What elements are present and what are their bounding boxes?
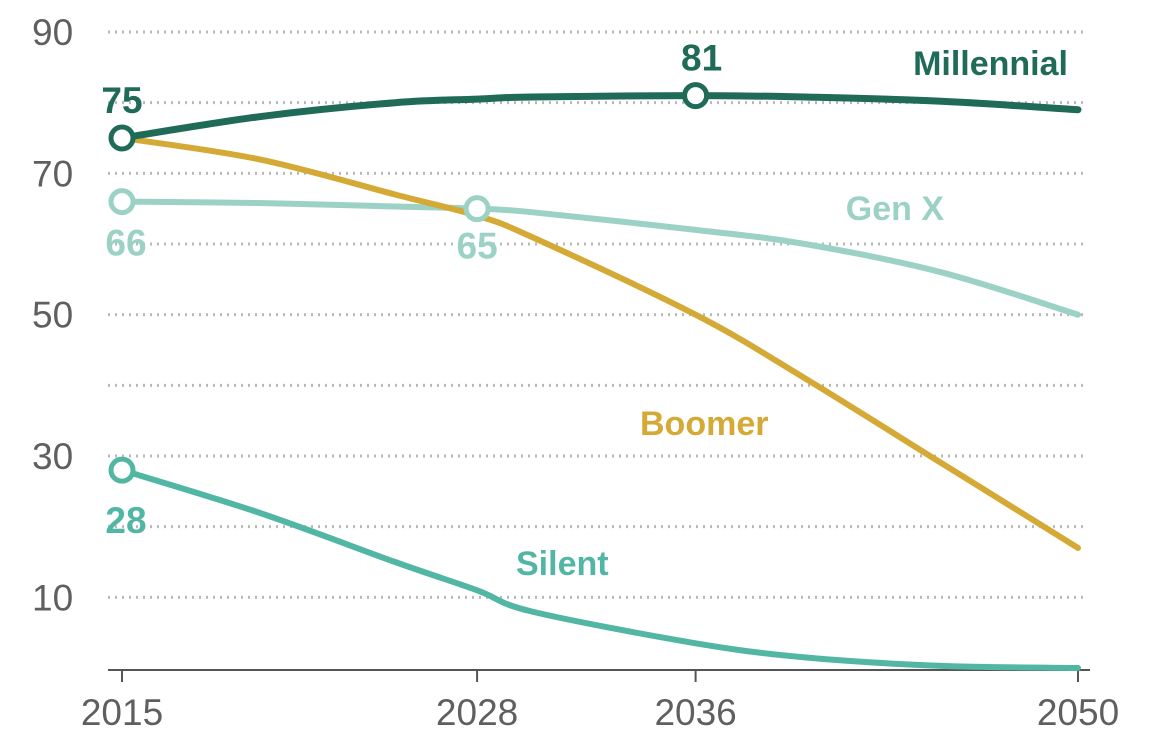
- x-axis: 2015 2028 2036 2050: [81, 669, 1119, 733]
- x-tick-label: 2015: [81, 692, 163, 733]
- y-tick-label: 50: [32, 295, 73, 336]
- point-value-label: 75: [101, 80, 142, 121]
- x-tick-label: 2036: [654, 692, 736, 733]
- point-value-label: 65: [457, 226, 498, 267]
- series-label-gen-x: Gen X: [846, 190, 945, 228]
- point-marker: [108, 124, 136, 152]
- y-tick-label: 70: [32, 153, 73, 194]
- y-tick-label: 10: [32, 577, 73, 618]
- series-line-silent: [119, 467, 1081, 671]
- point-marker: [682, 82, 710, 110]
- grid-lines: [108, 30, 1085, 599]
- y-axis-ticks: 90 70 50 30 10: [32, 12, 73, 618]
- y-tick-label: 90: [32, 12, 73, 53]
- point-marker: [108, 188, 136, 216]
- x-tick-label: 2050: [1037, 692, 1119, 733]
- series-line-boomer: [119, 135, 1081, 551]
- y-tick-label: 30: [32, 436, 73, 477]
- point-value-label: 81: [681, 38, 722, 79]
- point-value-label: 66: [105, 223, 146, 264]
- series-label-millennial: Millennial: [913, 45, 1068, 83]
- series-line-gen-x: [119, 198, 1081, 318]
- point-value-label: 28: [105, 500, 146, 541]
- series-line-millennial: [118, 92, 1082, 142]
- x-tick-label: 2028: [436, 692, 518, 733]
- series-lines: [118, 92, 1082, 671]
- series-label-boomer: Boomer: [640, 405, 768, 443]
- point-marker: [463, 195, 491, 223]
- labels: 75 81 66 65 28 Millennial Boomer Gen X Silent: [101, 38, 1068, 583]
- point-marker: [108, 456, 136, 484]
- series-label-silent: Silent: [516, 545, 609, 583]
- point-markers: [108, 82, 710, 484]
